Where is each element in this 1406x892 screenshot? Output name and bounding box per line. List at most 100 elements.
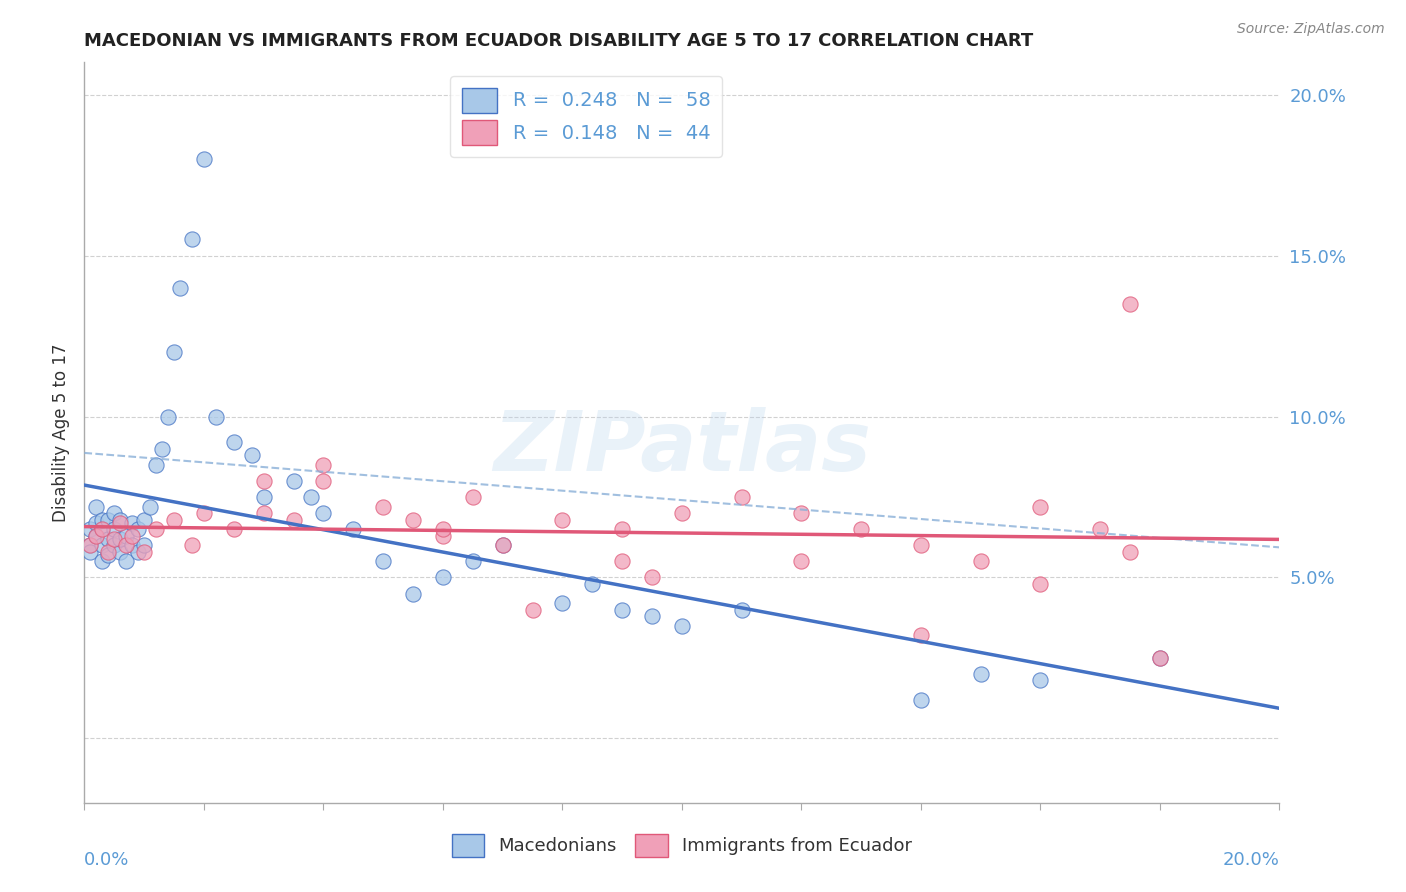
Point bbox=[612, 554, 634, 568]
Point bbox=[342, 522, 364, 536]
Point bbox=[373, 500, 395, 514]
Point bbox=[86, 528, 108, 542]
Point bbox=[551, 596, 574, 610]
Point bbox=[103, 538, 125, 552]
Point bbox=[283, 474, 305, 488]
Point bbox=[163, 345, 186, 359]
Point bbox=[79, 522, 101, 536]
Point bbox=[91, 522, 114, 536]
Text: MACEDONIAN VS IMMIGRANTS FROM ECUADOR DISABILITY AGE 5 TO 17 CORRELATION CHART: MACEDONIAN VS IMMIGRANTS FROM ECUADOR DI… bbox=[84, 32, 1033, 50]
Point bbox=[79, 538, 101, 552]
Point bbox=[103, 532, 125, 546]
Point bbox=[253, 490, 276, 504]
Point bbox=[1029, 500, 1052, 514]
Point bbox=[97, 512, 120, 526]
Point bbox=[86, 500, 108, 514]
Point bbox=[115, 554, 138, 568]
Point bbox=[205, 409, 228, 424]
Point bbox=[1149, 651, 1171, 665]
Legend: Macedonians, Immigrants from Ecuador: Macedonians, Immigrants from Ecuador bbox=[441, 823, 922, 868]
Text: Source: ZipAtlas.com: Source: ZipAtlas.com bbox=[1237, 22, 1385, 37]
Point bbox=[301, 490, 323, 504]
Point bbox=[91, 538, 114, 552]
Y-axis label: Disability Age 5 to 17: Disability Age 5 to 17 bbox=[52, 343, 70, 522]
Point bbox=[121, 538, 143, 552]
Point bbox=[169, 281, 191, 295]
Point bbox=[139, 500, 162, 514]
Point bbox=[97, 548, 120, 562]
Point bbox=[492, 538, 515, 552]
Point bbox=[181, 538, 204, 552]
Point bbox=[121, 528, 143, 542]
Point bbox=[1119, 297, 1142, 311]
Point bbox=[132, 512, 156, 526]
Point bbox=[163, 512, 186, 526]
Point bbox=[283, 512, 305, 526]
Point bbox=[181, 232, 204, 246]
Point bbox=[115, 538, 138, 552]
Text: 20.0%: 20.0% bbox=[1223, 851, 1279, 869]
Point bbox=[671, 506, 693, 520]
Point bbox=[110, 512, 132, 526]
Point bbox=[103, 522, 125, 536]
Point bbox=[97, 532, 120, 546]
Text: 0.0%: 0.0% bbox=[84, 851, 129, 869]
Point bbox=[121, 516, 143, 530]
Point bbox=[91, 554, 114, 568]
Point bbox=[432, 528, 454, 542]
Point bbox=[127, 522, 149, 536]
Point bbox=[157, 409, 180, 424]
Point bbox=[612, 602, 634, 616]
Point bbox=[641, 609, 664, 624]
Point bbox=[1119, 545, 1142, 559]
Point bbox=[522, 602, 544, 616]
Text: ZIPatlas: ZIPatlas bbox=[494, 407, 870, 488]
Point bbox=[970, 667, 993, 681]
Point bbox=[851, 522, 873, 536]
Point bbox=[97, 545, 120, 559]
Point bbox=[461, 490, 484, 504]
Point bbox=[115, 528, 138, 542]
Point bbox=[402, 586, 425, 600]
Point bbox=[1090, 522, 1112, 536]
Point bbox=[79, 538, 101, 552]
Point bbox=[402, 512, 425, 526]
Point bbox=[790, 554, 813, 568]
Point bbox=[110, 516, 132, 530]
Point bbox=[1029, 577, 1052, 591]
Point bbox=[731, 602, 754, 616]
Point bbox=[910, 538, 932, 552]
Point bbox=[145, 458, 167, 472]
Point bbox=[551, 512, 574, 526]
Point bbox=[312, 458, 335, 472]
Point bbox=[222, 435, 245, 450]
Point bbox=[910, 628, 932, 642]
Point bbox=[253, 506, 276, 520]
Point bbox=[312, 506, 335, 520]
Point bbox=[581, 577, 603, 591]
Point bbox=[641, 570, 664, 584]
Point bbox=[132, 545, 156, 559]
Point bbox=[970, 554, 993, 568]
Point bbox=[461, 554, 484, 568]
Point bbox=[222, 522, 245, 536]
Point bbox=[253, 474, 276, 488]
Point bbox=[110, 545, 132, 559]
Point bbox=[492, 538, 515, 552]
Point bbox=[671, 619, 693, 633]
Point bbox=[731, 490, 754, 504]
Point bbox=[145, 522, 167, 536]
Point bbox=[1029, 673, 1052, 688]
Point bbox=[432, 570, 454, 584]
Point bbox=[150, 442, 173, 456]
Point bbox=[103, 506, 125, 520]
Point bbox=[193, 506, 215, 520]
Point bbox=[910, 693, 932, 707]
Point bbox=[79, 545, 101, 559]
Point bbox=[790, 506, 813, 520]
Point bbox=[612, 522, 634, 536]
Point bbox=[132, 538, 156, 552]
Point bbox=[312, 474, 335, 488]
Point bbox=[91, 522, 114, 536]
Point bbox=[86, 528, 108, 542]
